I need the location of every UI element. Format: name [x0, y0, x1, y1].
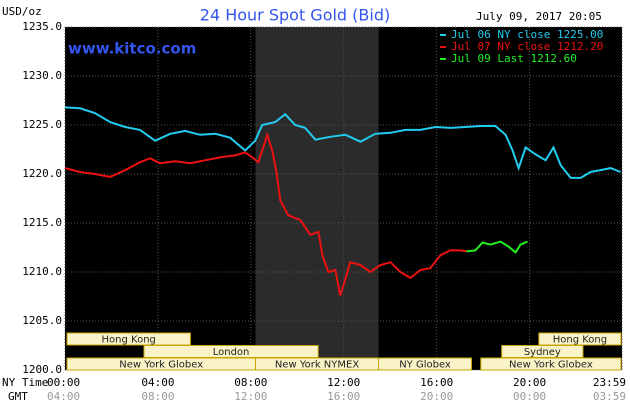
session-label: London [213, 347, 250, 358]
x-tick-label: 00:00 [47, 376, 80, 389]
session-shade [255, 27, 379, 370]
series-line [466, 240, 528, 254]
y-tick-label: 1230.0 [22, 69, 62, 82]
legend-label: Jul 09 Last 1212.60 [451, 52, 577, 65]
x-tick-label: 04:00 [141, 376, 174, 389]
session-box [66, 332, 191, 346]
y-tick-label: 1200.0 [22, 363, 62, 376]
y-tick-label: 1220.0 [22, 167, 62, 180]
session-label: Hong Kong [553, 335, 607, 346]
x-tick-label: 23:59 [593, 376, 626, 389]
series-line [64, 131, 467, 296]
timestamp: July 09, 2017 20:05 [476, 10, 602, 23]
gmt-tick-label: 16:00 [327, 390, 360, 403]
gmt-tick-label: 08:00 [141, 390, 174, 403]
gmt-tick-label: 20:00 [420, 390, 453, 403]
session-label: New York Globex [509, 360, 593, 371]
x-tick-label: 12:00 [327, 376, 360, 389]
session-box [378, 357, 472, 371]
y-tick-label: 1235.0 [22, 20, 62, 33]
watermark: www.kitco.com [68, 40, 196, 58]
session-label: NY Globex [399, 360, 451, 371]
session-label: New York NYMEX [275, 360, 360, 371]
gmt-label: GMT [8, 390, 28, 403]
session-box [480, 357, 622, 371]
y-tick-label: 1215.0 [22, 216, 62, 229]
chart-title: 24 Hour Spot Gold (Bid) [200, 6, 390, 25]
legend-label: Jul 06 NY close 1225.00 [451, 28, 603, 41]
gmt-tick-label: 12:00 [234, 390, 267, 403]
y-tick-label: 1225.0 [22, 118, 62, 131]
session-label: New York Globex [119, 360, 203, 371]
gmt-tick-label: 03:59 [593, 390, 626, 403]
series-line [64, 106, 621, 179]
session-label: Sydney [524, 347, 561, 358]
x-axis-label: NY Time [2, 376, 48, 389]
gmt-tick-label: 04:00 [47, 390, 80, 403]
legend-label: Jul 07 NY close 1212.20 [451, 40, 603, 53]
y-tick-label: 1210.0 [22, 265, 62, 278]
y-axis-label: USD/oz [2, 5, 42, 18]
y-tick-label: 1205.0 [22, 314, 62, 327]
x-tick-label: 16:00 [420, 376, 453, 389]
gmt-tick-label: 00:00 [513, 390, 546, 403]
x-tick-label: 20:00 [513, 376, 546, 389]
x-tick-label: 08:00 [234, 376, 267, 389]
session-label: Hong Kong [102, 335, 156, 346]
